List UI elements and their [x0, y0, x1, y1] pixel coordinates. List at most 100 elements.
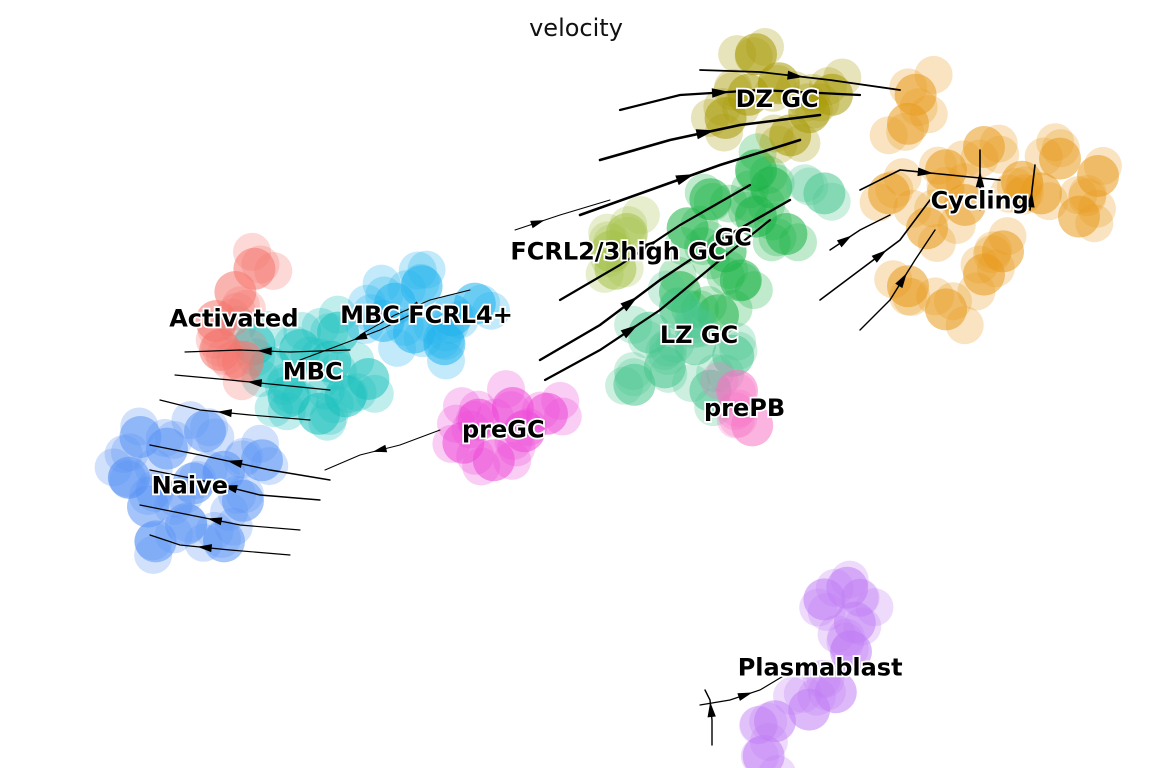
scatter-point-halo — [227, 289, 266, 328]
scatter-point-halo — [443, 387, 482, 426]
scatter-point — [666, 207, 709, 250]
velocity-arrowhead — [217, 409, 233, 418]
velocity-arrowhead — [222, 485, 238, 494]
scatter-point-halo — [154, 420, 193, 459]
scatter-point-halo — [926, 173, 965, 212]
scatter-point-halo — [472, 291, 511, 330]
scatter-point-halo — [709, 184, 748, 223]
scatter-point — [491, 387, 534, 429]
scatter-points — [94, 27, 1122, 768]
scatter-point — [659, 288, 701, 331]
scatter-point-halo — [541, 381, 580, 420]
velocity-arrowhead — [352, 331, 368, 341]
scatter-point-halo — [492, 391, 531, 430]
scatter-point-halo — [886, 112, 925, 151]
scatter-point-halo — [476, 398, 515, 437]
scatter-point — [830, 630, 872, 673]
scatter-point — [925, 288, 967, 331]
scatter-point-halo — [716, 400, 755, 439]
scatter-point-halo — [345, 306, 384, 345]
scatter-point-halo — [398, 251, 437, 290]
scatter-point-halo — [684, 173, 723, 212]
scatter-point-halo — [785, 164, 824, 203]
scatter-point-halo — [241, 424, 280, 463]
scatter-point-halo — [432, 424, 471, 463]
scatter-point-halo — [719, 399, 758, 438]
velocity-arrowhead — [247, 379, 263, 388]
velocity-arrowhead — [707, 701, 716, 718]
cluster-pregc — [432, 370, 582, 486]
scatter-point-halo — [221, 286, 260, 325]
cluster-prepb — [700, 361, 774, 447]
scatter-point-halo — [283, 311, 322, 350]
scatter-point — [894, 73, 937, 116]
scatter-point — [184, 410, 226, 453]
scatter-point-halo — [249, 311, 288, 350]
cluster-cycling — [859, 55, 1122, 345]
velocity-arrowhead — [917, 167, 934, 177]
scatter-point-halo — [440, 300, 479, 339]
scatter-point-halo — [494, 421, 533, 460]
scatter-point-halo — [1068, 178, 1107, 217]
scatter-point-halo — [802, 659, 841, 698]
scatter-point-halo — [347, 284, 386, 323]
scatter-point-halo — [218, 292, 257, 331]
scatter-point — [765, 213, 808, 255]
scatter-point-halo — [1041, 129, 1080, 168]
scatter-point-halo — [718, 35, 757, 74]
scatter-point-halo — [875, 170, 914, 209]
scatter-point-halo — [674, 310, 713, 349]
scatter-point — [803, 172, 846, 215]
scatter-point — [731, 404, 774, 447]
cluster-mbc-fcrl4- — [345, 250, 511, 380]
velocity-arrowhead — [530, 220, 545, 229]
scatter-point-halo — [190, 408, 229, 447]
scatter-point-halo — [605, 249, 644, 288]
cluster-gc — [658, 133, 818, 337]
velocity-arrowhead — [1025, 191, 1035, 208]
scatter-point-halo — [250, 447, 289, 486]
scatter-point — [643, 346, 686, 389]
scatter-point-halo — [758, 218, 797, 257]
scatter-point-halo — [782, 124, 821, 163]
scatter-point-halo — [869, 116, 908, 155]
scatter-point-halo — [790, 167, 829, 206]
scatter-point-halo — [407, 250, 446, 289]
velocity-streamline — [543, 218, 772, 382]
scatter-point-halo — [663, 227, 702, 266]
velocity-arrowhead — [405, 301, 420, 311]
scatter-point-halo — [362, 264, 401, 303]
scatter-point-halo — [1005, 174, 1044, 213]
scatter-point-halo — [338, 373, 377, 412]
scatter-point — [697, 294, 739, 337]
scatter-point-halo — [426, 322, 465, 361]
scatter-point — [472, 439, 515, 482]
scatter-point — [811, 73, 853, 116]
cluster-label: FCRL2/3high GC — [510, 237, 725, 265]
scatter-point — [735, 33, 777, 76]
scatter-point-halo — [135, 473, 174, 512]
scatter-point-halo — [107, 458, 146, 497]
cluster-label: MBC FCRL4+ — [340, 301, 513, 329]
cluster-fcrl2-3high-gc — [585, 196, 660, 293]
scatter-point-halo — [196, 418, 235, 457]
scatter-point-halo — [543, 397, 582, 436]
scatter-point — [1058, 195, 1100, 238]
scatter-point-halo — [647, 270, 686, 309]
scatter-point — [165, 503, 207, 545]
scatter-point-halo — [830, 630, 869, 669]
scatter-point-halo — [1075, 204, 1114, 243]
scatter-point-halo — [401, 263, 440, 302]
scatter-point — [1039, 137, 1081, 180]
scatter-point-halo — [169, 504, 208, 543]
scatter-point-halo — [981, 135, 1020, 174]
scatter-point-halo — [855, 588, 894, 627]
scatter-point-halo — [988, 217, 1027, 256]
velocity-arrowhead — [737, 692, 753, 701]
scatter-point-halo — [690, 220, 729, 259]
cluster-activated — [195, 232, 293, 401]
velocity-streamline — [538, 198, 792, 362]
scatter-point — [347, 358, 390, 400]
scatter-point-halo — [714, 289, 753, 328]
